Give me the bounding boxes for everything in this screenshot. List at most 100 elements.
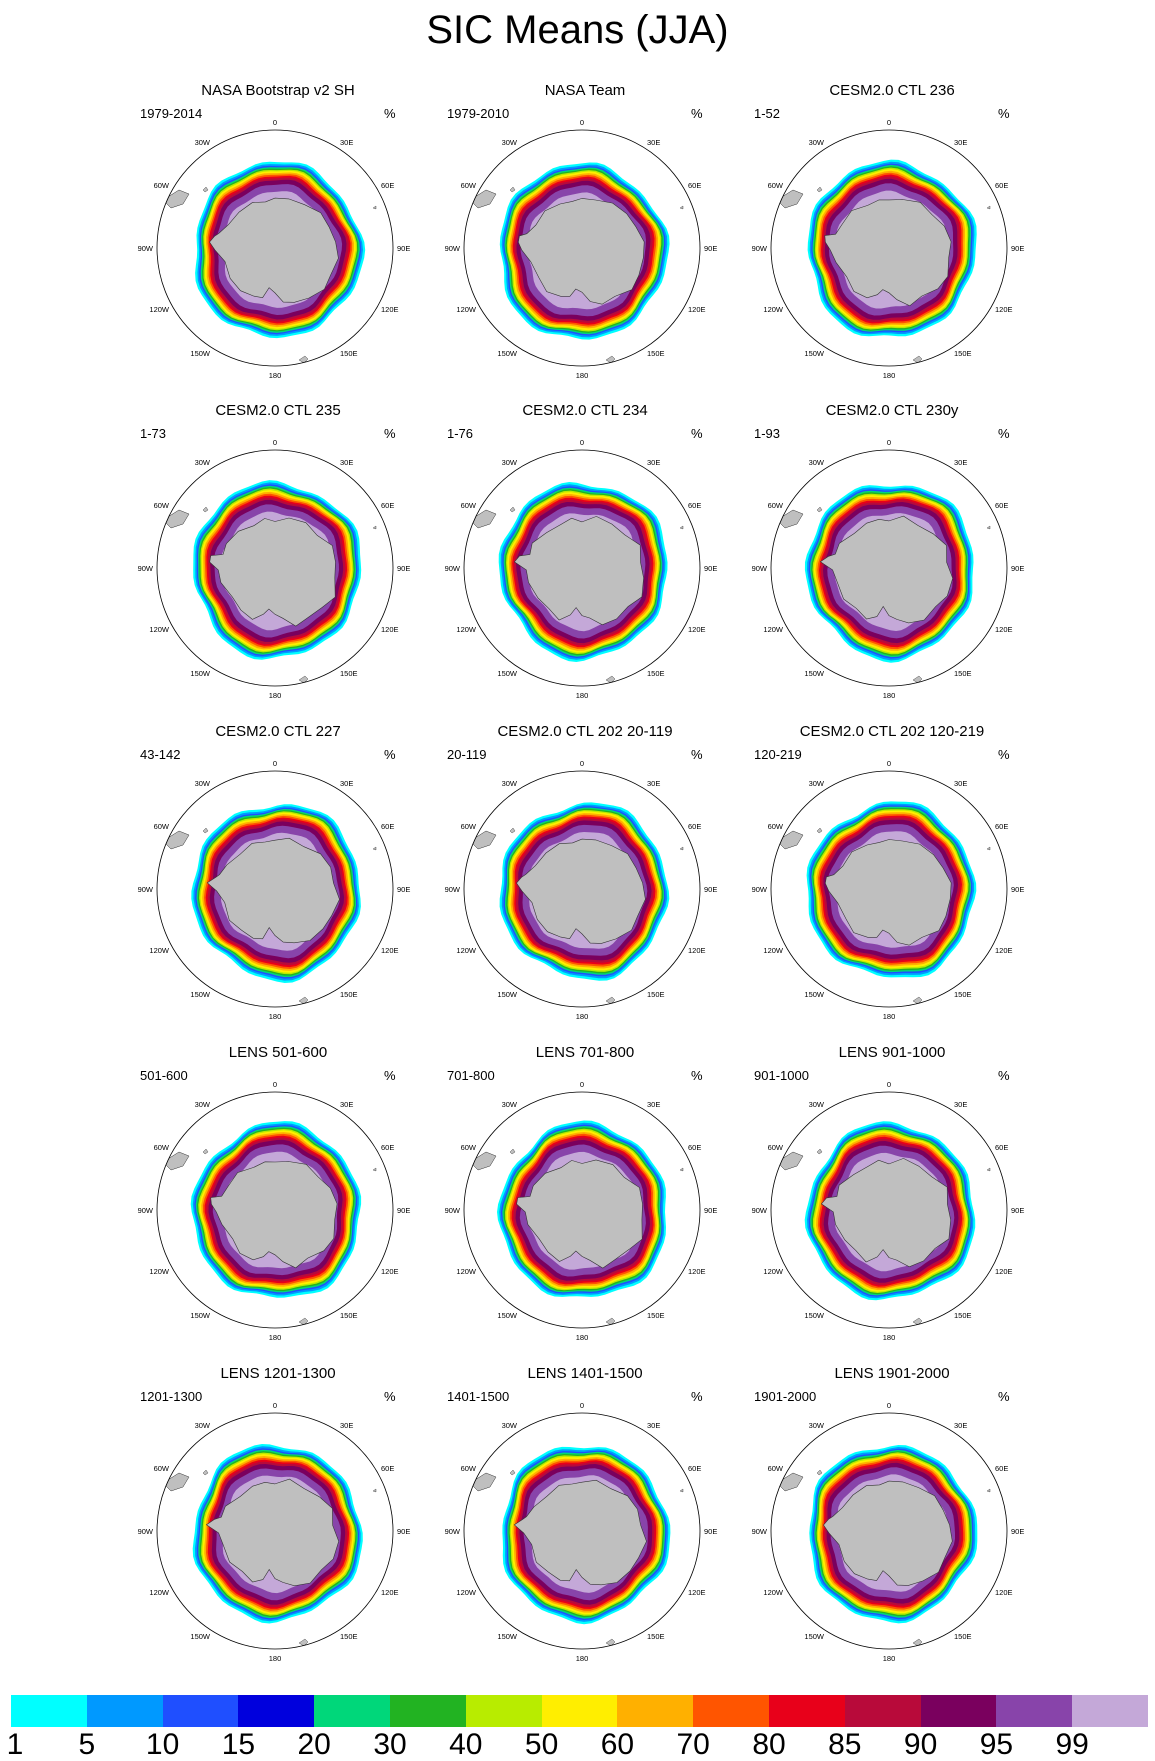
- map-panel: 0 180 30W 60W 90W 120W 150W 30E 60E 90E 120E 150E CE…: [123, 723, 453, 1023]
- longitude-label: 180: [883, 1333, 896, 1342]
- map-panel: 0 180 30W 60W 90W 120W 150W 30E 60E 90E 120E 150E LE…: [430, 1044, 760, 1344]
- polar-map: 0 180 30W 60W 90W 120W 150W 30E 60E 90E 120E 150E: [752, 1401, 1025, 1663]
- longitude-label: 30E: [340, 1100, 353, 1109]
- longitude-label: 30E: [340, 138, 353, 147]
- longitude-label: 0: [273, 118, 277, 127]
- longitude-label: 90E: [1011, 1206, 1024, 1215]
- longitude-label: 60E: [995, 1464, 1008, 1473]
- longitude-label: 180: [883, 691, 896, 700]
- longitude-label: 120W: [149, 305, 170, 314]
- colorbar-label: 85: [828, 1728, 862, 1761]
- longitude-label: 60W: [461, 822, 477, 831]
- longitude-label: 150W: [497, 990, 518, 999]
- panel-title: CESM2.0 CTL 202 20-119: [497, 723, 673, 740]
- longitude-label: 60W: [768, 1143, 784, 1152]
- longitude-label: 0: [580, 1080, 584, 1089]
- colorbar-segment: [238, 1695, 315, 1727]
- panel-years: 1979-2010: [447, 106, 510, 121]
- panel-title: LENS 1901-2000: [834, 1365, 950, 1382]
- longitude-label: 90W: [445, 885, 461, 894]
- polar-map: 0 180 30W 60W 90W 120W 150W 30E 60E 90E 120E 150E: [445, 438, 718, 700]
- polar-map: 0 180 30W 60W 90W 120W 150W 30E 60E 90E 120E 150E: [752, 438, 1025, 700]
- panel-units: %: [384, 1389, 396, 1404]
- antarctica-land: [824, 839, 952, 946]
- longitude-label: 120E: [381, 1588, 399, 1597]
- longitude-label: 60E: [995, 181, 1008, 190]
- longitude-label: 30W: [195, 1100, 211, 1109]
- longitude-label: 30E: [340, 779, 353, 788]
- longitude-label: 0: [580, 118, 584, 127]
- longitude-label: 30W: [809, 138, 825, 147]
- panel-units: %: [691, 426, 703, 441]
- longitude-label: 120E: [995, 1267, 1013, 1276]
- longitude-label: 120E: [995, 305, 1013, 314]
- longitude-label: 0: [273, 1401, 277, 1410]
- panel-years: 1-52: [754, 106, 781, 121]
- map-boundary: [463, 1412, 701, 1650]
- panel-units: %: [998, 1068, 1010, 1083]
- polar-map: 0 180 30W 60W 90W 120W 150W 30E 60E 90E 120E 150E: [445, 1080, 718, 1342]
- map-boundary: [463, 770, 701, 1008]
- longitude-label: 150W: [804, 1632, 825, 1641]
- longitude-label: 0: [887, 438, 891, 447]
- longitude-label: 150E: [954, 349, 972, 358]
- longitude-label: 180: [269, 1333, 282, 1342]
- south-america-land: [162, 189, 190, 209]
- longitude-label: 90W: [445, 1527, 461, 1536]
- longitude-label: 180: [269, 1012, 282, 1021]
- longitude-label: 90E: [397, 244, 410, 253]
- longitude-label: 90E: [1011, 564, 1024, 573]
- map-panel: 0 180 30W 60W 90W 120W 150W 30E 60E 90E 120E 150E CE…: [430, 402, 760, 702]
- longitude-label: 120W: [456, 1588, 477, 1597]
- map-panel: 0 180 30W 60W 90W 120W 150W 30E 60E 90E 120E 150E CE…: [430, 723, 760, 1023]
- longitude-label: 120E: [381, 305, 399, 314]
- figure-title: SIC Means (JJA): [426, 8, 729, 52]
- map-boundary: [156, 129, 394, 367]
- panel-title: CESM2.0 CTL 202 120-219: [799, 723, 985, 740]
- longitude-label: 180: [269, 371, 282, 380]
- map-panel: 0 180 30W 60W 90W 120W 150W 30E 60E 90E 120E 150E LE…: [123, 1365, 453, 1665]
- longitude-label: 150E: [340, 669, 358, 678]
- longitude-label: 30W: [502, 1421, 518, 1430]
- map-panel: 0 180 30W 60W 90W 120W 150W 30E 60E 90E 120E 150E CE…: [123, 402, 453, 702]
- longitude-label: 150E: [647, 349, 665, 358]
- longitude-label: 0: [273, 438, 277, 447]
- longitude-label: 150W: [804, 669, 825, 678]
- panel-years: 701-800: [447, 1068, 495, 1083]
- longitude-label: 150W: [497, 349, 518, 358]
- longitude-label: 30E: [340, 1421, 353, 1430]
- longitude-label: 90W: [138, 1206, 154, 1215]
- antarctica-land: [210, 1161, 338, 1269]
- longitude-label: 120W: [456, 625, 477, 634]
- panel-years: 120-219: [754, 747, 802, 762]
- longitude-label: 60E: [995, 501, 1008, 510]
- longitude-label: 180: [576, 371, 589, 380]
- longitude-label: 90W: [138, 564, 154, 573]
- longitude-label: 60E: [995, 822, 1008, 831]
- colorbar-segment: [541, 1695, 618, 1727]
- longitude-label: 90E: [1011, 244, 1024, 253]
- longitude-label: 60W: [768, 822, 784, 831]
- polar-map: 0 180 30W 60W 90W 120W 150W 30E 60E 90E 120E 150E: [138, 1401, 411, 1663]
- longitude-label: 180: [576, 1654, 589, 1663]
- longitude-label: 90W: [752, 244, 768, 253]
- map-boundary: [770, 1091, 1008, 1329]
- south-america-land: [469, 1472, 497, 1492]
- longitude-label: 180: [576, 691, 589, 700]
- panel-units: %: [384, 106, 396, 121]
- panel-title: LENS 1201-1300: [220, 1365, 336, 1382]
- longitude-label: 150W: [497, 669, 518, 678]
- colorbar-label: 99: [1055, 1728, 1089, 1761]
- panel-title: NASA Team: [544, 82, 626, 99]
- longitude-label: 60E: [381, 1143, 394, 1152]
- longitude-label: 90W: [445, 1206, 461, 1215]
- map-boundary: [770, 129, 1008, 367]
- longitude-label: 90W: [752, 564, 768, 573]
- longitude-label: 120E: [688, 1267, 706, 1276]
- south-america-land: [162, 509, 190, 529]
- antarctica-land: [820, 1158, 952, 1268]
- south-america-land: [469, 1151, 497, 1171]
- panel-years: 1979-2014: [140, 106, 203, 121]
- map-panel: 0 180 30W 60W 90W 120W 150W 30E 60E 90E 120E 150E LE…: [430, 1365, 760, 1665]
- colorbar-label: 50: [524, 1728, 559, 1761]
